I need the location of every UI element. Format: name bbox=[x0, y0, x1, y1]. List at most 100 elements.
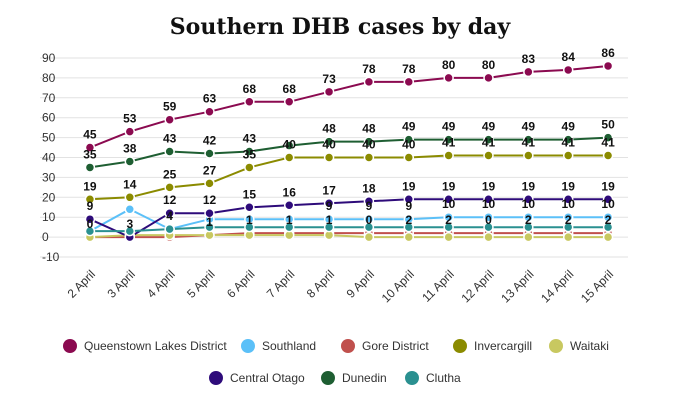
data-point-queenstown-lakes-district bbox=[124, 126, 136, 137]
legend-marker-gore-district bbox=[341, 339, 355, 353]
data-label: 2 bbox=[445, 213, 452, 227]
data-point-waitaki bbox=[602, 231, 614, 243]
data-label: 17 bbox=[322, 183, 336, 197]
data-point-southland bbox=[602, 211, 614, 223]
data-point-invercargill bbox=[602, 150, 614, 161]
data-label: 68 bbox=[283, 82, 297, 96]
data-label: 19 bbox=[442, 179, 456, 193]
series-line-waitaki bbox=[89, 234, 609, 239]
data-point-dunedin bbox=[84, 162, 96, 173]
legend-marker-invercargill bbox=[453, 339, 467, 353]
data-point-queenstown-lakes-district bbox=[283, 96, 295, 108]
data-label: 9 bbox=[405, 199, 412, 213]
x-tick-label: 3 April bbox=[104, 267, 137, 300]
data-label: 49 bbox=[562, 120, 576, 134]
series-line-invercargill bbox=[89, 154, 609, 201]
data-label: 10 bbox=[442, 197, 456, 211]
x-tick-label: 10 April bbox=[379, 267, 417, 305]
data-label: 1 bbox=[206, 215, 213, 229]
data-label: 19 bbox=[562, 179, 576, 193]
data-label: 1 bbox=[246, 213, 253, 227]
data-label: 25 bbox=[163, 167, 177, 181]
data-label: 4 bbox=[166, 209, 173, 223]
data-label: 0 bbox=[485, 213, 492, 227]
data-label: 49 bbox=[522, 120, 536, 134]
data-point-queenstown-lakes-district bbox=[204, 106, 215, 117]
legend-marker-queenstown-lakes-district bbox=[63, 339, 77, 353]
data-point-queenstown-lakes-district bbox=[443, 72, 454, 84]
data-label: 12 bbox=[203, 193, 217, 207]
data-label: 86 bbox=[601, 46, 615, 60]
data-point-dunedin bbox=[483, 134, 494, 145]
y-tick-label: 0 bbox=[42, 230, 49, 244]
data-point-waitaki bbox=[403, 231, 415, 243]
data-label: 1 bbox=[326, 213, 333, 227]
data-point-southland bbox=[443, 211, 454, 223]
data-point-central-otago bbox=[602, 194, 614, 205]
data-label: 43 bbox=[243, 132, 257, 146]
data-point-central-otago bbox=[84, 213, 96, 225]
data-point-queenstown-lakes-district bbox=[363, 76, 375, 88]
legend-label: Clutha bbox=[426, 371, 461, 385]
data-point-clutha bbox=[523, 221, 534, 233]
data-label: 49 bbox=[402, 120, 416, 134]
data-point-dunedin bbox=[443, 134, 454, 145]
legend-label: Dunedin bbox=[342, 371, 387, 385]
x-tick-label: 15 April bbox=[578, 267, 616, 305]
data-point-clutha bbox=[363, 221, 375, 233]
data-point-clutha bbox=[602, 221, 614, 233]
data-point-queenstown-lakes-district bbox=[602, 60, 614, 72]
data-point-invercargill bbox=[244, 162, 255, 173]
data-point-central-otago bbox=[403, 194, 415, 205]
legend-marker-clutha bbox=[405, 371, 419, 385]
data-label: 48 bbox=[362, 122, 376, 136]
data-label: 16 bbox=[283, 185, 297, 199]
data-label: 38 bbox=[123, 141, 137, 155]
legend-label: Invercargill bbox=[474, 339, 532, 353]
data-label: 10 bbox=[482, 197, 496, 211]
y-tick-label: 30 bbox=[42, 170, 56, 184]
data-label: 42 bbox=[203, 134, 217, 148]
series-line-queenstown-lakes-district bbox=[89, 65, 609, 149]
data-label: 27 bbox=[203, 163, 217, 177]
y-axis-ticks: -10 0 10 20 30 40 50 60 70 80 90 bbox=[42, 51, 60, 264]
data-label: 50 bbox=[601, 118, 615, 132]
legend-label: Queenstown Lakes District bbox=[84, 339, 227, 353]
data-point-clutha bbox=[403, 221, 415, 233]
grid-layer bbox=[40, 57, 628, 258]
data-label: 19 bbox=[402, 179, 416, 193]
data-label: 19 bbox=[522, 179, 536, 193]
data-label: 1 bbox=[286, 213, 293, 227]
x-tick-label: 13 April bbox=[498, 267, 536, 305]
x-axis-ticks: 2 April 3 April 4 April 5 April 6 April 7 Apr… bbox=[65, 267, 617, 305]
series-line-clutha bbox=[89, 226, 609, 233]
legend-marker-dunedin bbox=[321, 371, 335, 385]
data-label: 43 bbox=[163, 132, 177, 146]
series-lines bbox=[89, 65, 609, 239]
data-point-invercargill bbox=[204, 178, 215, 189]
data-label: 45 bbox=[83, 128, 97, 142]
data-point-waitaki bbox=[443, 231, 454, 243]
data-point-central-otago bbox=[363, 196, 375, 207]
data-point-invercargill bbox=[283, 152, 295, 163]
data-label: 35 bbox=[243, 147, 257, 161]
data-label: 40 bbox=[402, 138, 416, 152]
x-tick-label: 4 April bbox=[144, 267, 177, 300]
series-points bbox=[84, 60, 614, 243]
data-point-waitaki bbox=[562, 231, 574, 243]
x-tick-label: 8 April bbox=[304, 267, 337, 300]
series-line-gore-district bbox=[89, 232, 609, 239]
data-point-waitaki bbox=[363, 231, 375, 243]
data-label: 18 bbox=[362, 181, 376, 195]
data-label: 2 bbox=[405, 213, 412, 227]
data-point-central-otago bbox=[204, 207, 215, 219]
data-point-queenstown-lakes-district bbox=[84, 142, 96, 153]
data-point-dunedin bbox=[164, 146, 175, 157]
x-tick-label: 12 April bbox=[458, 267, 496, 305]
data-point-central-otago bbox=[283, 200, 295, 211]
data-point-dunedin bbox=[204, 148, 215, 159]
data-label: 49 bbox=[442, 120, 456, 134]
data-label: 40 bbox=[362, 138, 376, 152]
data-label: 63 bbox=[203, 92, 217, 106]
